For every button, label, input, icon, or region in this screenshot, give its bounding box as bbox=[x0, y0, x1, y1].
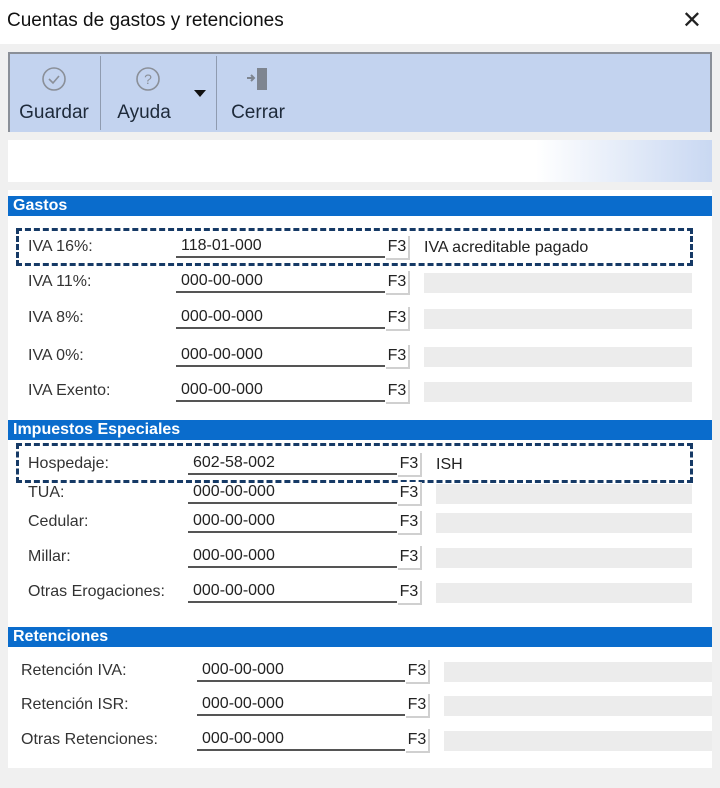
f3-lookup-button[interactable]: F3 bbox=[406, 694, 430, 718]
account-description bbox=[424, 382, 692, 402]
field-label: Otras Erogaciones: bbox=[28, 583, 165, 600]
f3-lookup-button[interactable]: F3 bbox=[386, 345, 410, 369]
field-label: Millar: bbox=[28, 548, 71, 565]
exit-door-icon bbox=[245, 66, 271, 98]
account-description bbox=[444, 662, 712, 682]
account-input[interactable]: 000-00-000 bbox=[188, 546, 397, 568]
f3-lookup-button[interactable]: F3 bbox=[406, 729, 430, 753]
account-input[interactable]: 000-00-000 bbox=[197, 729, 405, 751]
account-input[interactable]: 000-00-000 bbox=[176, 271, 385, 293]
close-icon[interactable]: ✕ bbox=[681, 7, 702, 34]
chevron-down-icon[interactable] bbox=[194, 90, 206, 97]
account-input[interactable]: 000-00-000 bbox=[176, 380, 385, 402]
save-button[interactable]: Guardar bbox=[10, 54, 98, 132]
account-description bbox=[424, 309, 692, 329]
account-input[interactable]: 000-00-000 bbox=[176, 345, 385, 367]
field-label: Retención ISR: bbox=[21, 696, 129, 713]
account-description bbox=[436, 583, 692, 603]
f3-lookup-button[interactable]: F3 bbox=[406, 660, 430, 684]
account-input[interactable]: 602-58-002 bbox=[188, 453, 397, 475]
field-label: IVA 11%: bbox=[28, 273, 92, 290]
field-label: IVA Exento: bbox=[28, 382, 111, 399]
close-button[interactable]: Cerrar bbox=[218, 54, 298, 132]
field-label: Hospedaje: bbox=[28, 455, 109, 472]
account-input[interactable]: 000-00-000 bbox=[176, 307, 385, 329]
account-input[interactable]: 000-00-000 bbox=[197, 660, 405, 682]
account-input[interactable]: 000-00-000 bbox=[188, 482, 397, 504]
section-header: Gastos bbox=[8, 196, 712, 216]
f3-lookup-button[interactable]: F3 bbox=[398, 482, 422, 506]
help-button[interactable]: ? Ayuda bbox=[102, 54, 214, 132]
section-header: Impuestos Especiales bbox=[8, 420, 712, 440]
account-description: ISH bbox=[436, 456, 463, 473]
account-description bbox=[424, 347, 692, 367]
account-input[interactable]: 118-01-000 bbox=[176, 236, 385, 258]
field-label: IVA 8%: bbox=[28, 309, 84, 326]
f3-lookup-button[interactable]: F3 bbox=[398, 511, 422, 535]
f3-lookup-button[interactable]: F3 bbox=[386, 380, 410, 404]
account-description: IVA acreditable pagado bbox=[424, 239, 589, 256]
help-label: Ayuda bbox=[117, 102, 171, 123]
highlight-box bbox=[16, 443, 693, 483]
account-description bbox=[436, 484, 692, 504]
account-description bbox=[444, 731, 712, 751]
window-title: Cuentas de gastos y retenciones bbox=[7, 10, 284, 31]
f3-lookup-button[interactable]: F3 bbox=[386, 307, 410, 331]
help-icon: ? bbox=[135, 66, 161, 98]
f3-lookup-button[interactable]: F3 bbox=[398, 581, 422, 605]
section-header: Retenciones bbox=[8, 627, 712, 647]
field-label: Retención IVA: bbox=[21, 662, 127, 679]
svg-text:?: ? bbox=[144, 71, 152, 87]
close-label: Cerrar bbox=[231, 102, 285, 123]
account-description bbox=[424, 273, 692, 293]
f3-lookup-button[interactable]: F3 bbox=[386, 236, 410, 260]
account-description bbox=[436, 513, 692, 533]
account-input[interactable]: 000-00-000 bbox=[197, 694, 405, 716]
account-description bbox=[444, 696, 712, 716]
field-label: IVA 0%: bbox=[28, 347, 84, 364]
highlight-box bbox=[16, 228, 693, 266]
save-label: Guardar bbox=[19, 102, 89, 123]
title-bar: Cuentas de gastos y retenciones ✕ bbox=[0, 0, 720, 44]
f3-lookup-button[interactable]: F3 bbox=[398, 453, 422, 477]
check-circle-icon bbox=[41, 66, 67, 98]
field-label: TUA: bbox=[28, 484, 65, 501]
account-description bbox=[436, 548, 692, 568]
f3-lookup-button[interactable]: F3 bbox=[398, 546, 422, 570]
f3-lookup-button[interactable]: F3 bbox=[386, 271, 410, 295]
toolbar: Guardar ? Ayuda Cerrar bbox=[8, 52, 712, 132]
account-input[interactable]: 000-00-000 bbox=[188, 581, 397, 603]
info-strip bbox=[8, 140, 712, 182]
field-label: Otras Retenciones: bbox=[21, 731, 158, 748]
account-input[interactable]: 000-00-000 bbox=[188, 511, 397, 533]
field-label: Cedular: bbox=[28, 513, 89, 530]
field-label: IVA 16%: bbox=[28, 238, 93, 255]
